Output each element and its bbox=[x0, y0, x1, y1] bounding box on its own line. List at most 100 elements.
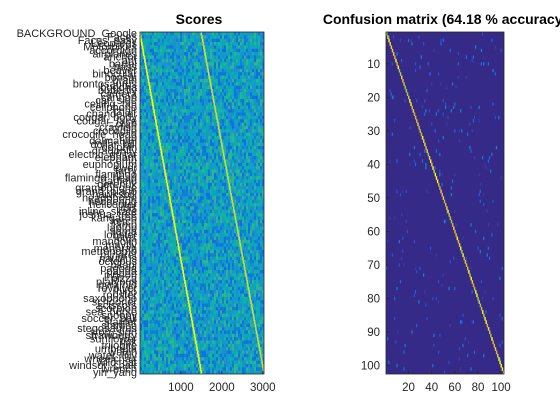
scores-cell bbox=[150, 239, 153, 244]
scores-cell bbox=[192, 139, 195, 144]
scores-cell bbox=[184, 199, 187, 204]
scores-cell bbox=[152, 206, 155, 211]
scores-cell bbox=[212, 156, 215, 160]
scores-cell bbox=[194, 142, 197, 147]
scores-cell bbox=[230, 58, 233, 63]
scores-cell bbox=[148, 182, 151, 187]
scores-cell bbox=[194, 156, 197, 160]
scores-cell bbox=[210, 266, 213, 271]
scores-cell bbox=[242, 32, 245, 36]
scores-cell bbox=[158, 65, 161, 70]
scores-cell bbox=[154, 122, 157, 127]
scores-cell bbox=[150, 45, 153, 50]
scores-cell bbox=[244, 239, 247, 244]
scores-cell bbox=[170, 156, 173, 160]
scores-cell bbox=[206, 213, 209, 217]
scores-cell bbox=[230, 276, 233, 281]
scores-cell bbox=[176, 192, 179, 197]
scores-cell bbox=[252, 42, 255, 46]
scores-cell bbox=[262, 82, 264, 87]
scores-cell bbox=[206, 290, 209, 294]
scores-cell bbox=[224, 223, 227, 227]
scores-cell bbox=[256, 233, 259, 237]
scores-cell bbox=[184, 233, 187, 237]
scores-cell bbox=[170, 243, 173, 247]
scores-cell bbox=[252, 122, 255, 127]
scores-cell bbox=[182, 206, 185, 211]
scores-cell bbox=[226, 132, 229, 137]
scores-cell bbox=[166, 300, 169, 304]
scores-cell bbox=[214, 293, 217, 298]
scores-cell bbox=[206, 256, 209, 261]
scores-cell bbox=[184, 119, 187, 123]
scores-cell bbox=[202, 142, 205, 147]
scores-cell bbox=[176, 75, 179, 80]
scores-cell bbox=[140, 216, 143, 221]
scores-cell bbox=[242, 182, 245, 187]
scores-cell bbox=[226, 229, 229, 234]
scores-cell bbox=[242, 95, 245, 100]
scores-cell bbox=[176, 270, 179, 274]
scores-cell bbox=[204, 75, 207, 80]
scores-cell bbox=[214, 199, 217, 204]
scores-cell bbox=[154, 55, 157, 60]
scores-cell bbox=[204, 35, 207, 40]
scores-cell bbox=[214, 119, 217, 123]
scores-cell bbox=[172, 196, 175, 201]
scores-cell bbox=[192, 189, 195, 194]
scores-cell bbox=[210, 179, 213, 184]
scores-cell bbox=[162, 196, 165, 201]
scores-cell bbox=[192, 293, 195, 298]
scores-cell bbox=[162, 229, 165, 234]
scores-cell bbox=[210, 125, 213, 130]
scores-cell bbox=[222, 246, 225, 251]
scores-cell bbox=[206, 273, 209, 278]
scores-cell bbox=[242, 239, 245, 244]
scores-cell bbox=[212, 260, 215, 264]
scores-cell bbox=[248, 102, 251, 107]
scores-cell bbox=[252, 256, 255, 261]
scores-cell bbox=[204, 42, 207, 46]
scores-cell bbox=[154, 229, 157, 234]
scores-cell bbox=[186, 65, 189, 70]
scores-cell bbox=[262, 52, 264, 56]
scores-cell bbox=[144, 125, 147, 130]
scores-cell bbox=[156, 296, 159, 301]
scores-cell bbox=[260, 38, 263, 43]
scores-cell bbox=[222, 132, 225, 137]
scores-cell bbox=[170, 246, 173, 251]
scores-cell bbox=[172, 68, 175, 73]
scores-cell bbox=[262, 192, 264, 197]
scores-cell bbox=[160, 199, 163, 204]
scores-cell bbox=[208, 246, 211, 251]
scores-cell bbox=[170, 132, 173, 137]
scores-cell bbox=[178, 119, 181, 123]
scores-cell bbox=[200, 226, 203, 231]
scores-cell bbox=[220, 249, 223, 254]
scores-cell bbox=[196, 213, 199, 217]
scores-cell bbox=[208, 266, 211, 271]
scores-cell bbox=[206, 82, 209, 87]
scores-cell bbox=[144, 286, 147, 291]
scores-cell bbox=[208, 169, 211, 174]
scores-cell bbox=[202, 85, 205, 90]
scores-cell bbox=[250, 135, 253, 140]
scores-cell bbox=[238, 142, 241, 147]
scores-cell bbox=[246, 65, 249, 70]
scores-cell bbox=[178, 296, 181, 301]
scores-cell bbox=[154, 296, 157, 301]
scores-cell bbox=[240, 196, 243, 201]
scores-cell bbox=[238, 68, 241, 73]
scores-cell bbox=[152, 68, 155, 73]
scores-cell bbox=[176, 55, 179, 60]
scores-cell bbox=[166, 189, 169, 194]
scores-cell bbox=[156, 182, 159, 187]
scores-cell bbox=[258, 249, 261, 254]
scores-cell bbox=[146, 102, 149, 107]
scores-cell bbox=[206, 253, 209, 258]
scores-cell bbox=[186, 276, 189, 281]
scores-cell bbox=[190, 92, 193, 97]
scores-cell bbox=[164, 152, 167, 157]
scores-cell bbox=[238, 132, 241, 137]
scores-cell bbox=[228, 129, 231, 133]
